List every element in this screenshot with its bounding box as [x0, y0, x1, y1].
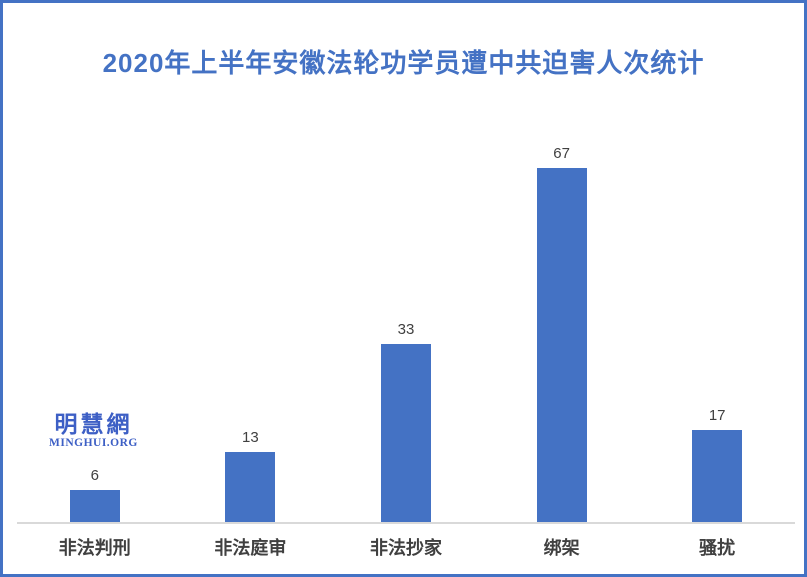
minghui-watermark: 明慧網 MINGHUI.ORG — [49, 411, 138, 449]
bar-value-label: 17 — [708, 407, 726, 424]
bar-value-label: 67 — [553, 145, 570, 162]
bar — [692, 430, 743, 522]
category-label: 非法庭审 — [214, 538, 287, 558]
x-axis-labels: 非法判刑 非法庭审 非法抄家 绑架 骚扰 — [17, 534, 795, 560]
bar-value-label: 33 — [397, 321, 415, 338]
bar-column: 6 — [17, 146, 173, 522]
bar-column: 67 — [484, 146, 640, 522]
bar — [225, 452, 276, 522]
category-label: 绑架 — [543, 538, 580, 558]
minghui-logo-text: 明慧網 — [54, 411, 133, 437]
minghui-site-text: MINGHUI.ORG — [49, 437, 138, 450]
bar — [536, 168, 587, 522]
bar-column: 17 — [639, 146, 795, 522]
bar-column: 33 — [328, 146, 484, 522]
bar — [69, 490, 120, 522]
plot-area: 6 13 33 67 17 — [17, 146, 795, 524]
category-label: 非法抄家 — [369, 538, 442, 558]
bar-column: 13 — [173, 146, 329, 522]
bar-value-label: 6 — [90, 467, 99, 484]
category-label: 骚扰 — [699, 538, 736, 558]
chart-title: 2020年上半年安徽法轮功学员遭中共迫害人次统计 — [102, 48, 705, 78]
category-label: 非法判刑 — [58, 538, 131, 558]
bar-value-label: 13 — [242, 429, 259, 446]
bar — [380, 344, 431, 522]
